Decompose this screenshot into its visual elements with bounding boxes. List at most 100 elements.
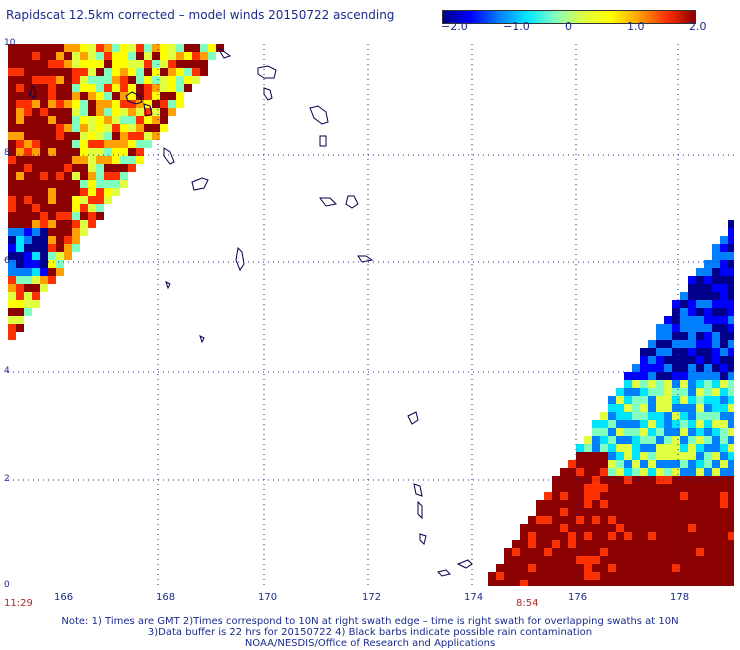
lat-label: 6: [4, 256, 10, 266]
wind-cell: [112, 68, 120, 76]
wind-cell: [672, 396, 680, 404]
wind-cell: [728, 484, 734, 492]
wind-cell: [728, 524, 734, 532]
wind-cell: [40, 100, 48, 108]
wind-cell: [40, 60, 48, 68]
wind-cell: [664, 500, 672, 508]
wind-cell: [672, 332, 680, 340]
wind-cell: [24, 292, 32, 300]
wind-cell: [96, 156, 104, 164]
wind-cell: [8, 156, 16, 164]
wind-cell: [664, 572, 672, 580]
wind-cell: [600, 508, 608, 516]
wind-cell: [16, 308, 24, 316]
wind-cell: [24, 164, 32, 172]
wind-cell: [696, 524, 704, 532]
wind-cell: [32, 156, 40, 164]
wind-cell: [32, 180, 40, 188]
wind-cell: [640, 404, 648, 412]
wind-cell: [72, 108, 80, 116]
wind-cell: [712, 292, 720, 300]
wind-cell: [40, 108, 48, 116]
wind-cell: [656, 484, 664, 492]
wind-cell: [576, 572, 584, 580]
wind-cell: [208, 44, 216, 52]
wind-cell: [48, 196, 56, 204]
wind-cell: [640, 580, 648, 586]
wind-cell: [600, 484, 608, 492]
wind-cell: [576, 444, 584, 452]
wind-cell: [576, 460, 584, 468]
wind-cell: [96, 164, 104, 172]
wind-cell: [664, 380, 672, 388]
wind-cell: [584, 460, 592, 468]
wind-cell: [592, 476, 600, 484]
wind-cell: [656, 340, 664, 348]
wind-cell: [712, 444, 720, 452]
wind-cell: [616, 532, 624, 540]
wind-cell: [600, 412, 608, 420]
wind-cell: [656, 532, 664, 540]
wind-cell: [32, 44, 40, 52]
wind-cell: [632, 436, 640, 444]
wind-cell: [672, 580, 680, 586]
wind-cell: [56, 108, 64, 116]
wind-cell: [720, 356, 728, 364]
wind-cell: [8, 236, 16, 244]
wind-cell: [656, 396, 664, 404]
wind-cell: [712, 348, 720, 356]
wind-cell: [80, 132, 88, 140]
wind-cell: [656, 412, 664, 420]
wind-cell: [48, 164, 56, 172]
wind-cell: [56, 124, 64, 132]
wind-cell: [680, 532, 688, 540]
wind-cell: [720, 564, 728, 572]
wind-cell: [520, 572, 528, 580]
wind-cell: [136, 116, 144, 124]
wind-cell: [536, 500, 544, 508]
wind-cell: [616, 580, 624, 586]
wind-cell: [592, 572, 600, 580]
wind-cell: [720, 436, 728, 444]
wind-cell: [40, 196, 48, 204]
wind-cell: [712, 252, 720, 260]
wind-cell: [40, 268, 48, 276]
wind-cell: [56, 100, 64, 108]
wind-cell: [648, 428, 656, 436]
wind-cell: [16, 324, 24, 332]
wind-cell: [560, 556, 568, 564]
wind-cell: [584, 572, 592, 580]
wind-cell: [72, 156, 80, 164]
wind-cell: [688, 308, 696, 316]
wind-cell: [56, 268, 64, 276]
wind-cell: [72, 76, 80, 84]
wind-cell: [688, 556, 696, 564]
wind-cell: [64, 220, 72, 228]
wind-cell: [96, 52, 104, 60]
wind-cell: [568, 548, 576, 556]
wind-cell: [672, 556, 680, 564]
wind-cell: [664, 492, 672, 500]
wind-cell: [56, 68, 64, 76]
wind-cell: [64, 76, 72, 84]
wind-cell: [648, 556, 656, 564]
wind-cell: [88, 188, 96, 196]
wind-cell: [632, 580, 640, 586]
wind-cell: [712, 396, 720, 404]
wind-cell: [688, 380, 696, 388]
wind-cell: [592, 492, 600, 500]
wind-cell: [640, 348, 648, 356]
island-outline: [29, 84, 37, 99]
wind-cell: [640, 492, 648, 500]
wind-cell: [8, 188, 16, 196]
wind-cell: [640, 548, 648, 556]
wind-cell: [728, 340, 734, 348]
wind-cell: [88, 52, 96, 60]
wind-cell: [128, 116, 136, 124]
wind-cell: [664, 396, 672, 404]
wind-cell: [32, 276, 40, 284]
wind-cell: [608, 524, 616, 532]
wind-cell: [696, 516, 704, 524]
wind-cell: [656, 468, 664, 476]
wind-cell: [704, 380, 712, 388]
